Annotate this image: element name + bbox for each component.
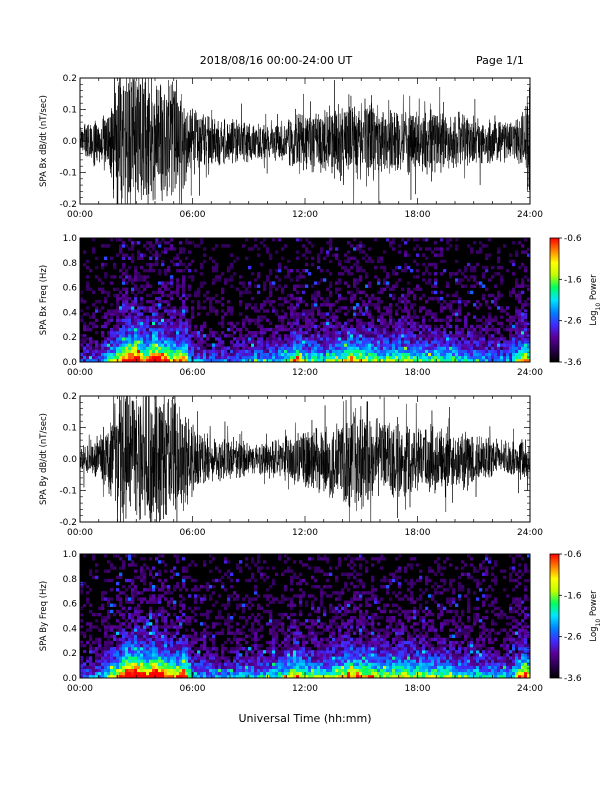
y-tick-label: -0.2	[59, 200, 77, 210]
panel-3: 00:00 06:00 12:00 18:00 24:00 0.2 0.1 0.0 -0.1 -0…	[39, 392, 543, 538]
y-tick-label: 0.4	[63, 308, 78, 318]
colorbar-scale	[549, 553, 560, 679]
colorbar-tick-label: -0.6	[564, 550, 582, 560]
colorbar: -0.6 -1.6 -2.6 -3.6 Log10 Power	[549, 550, 602, 684]
y-tick-label: 0.1	[63, 106, 77, 116]
y-tick-label: 0.8	[63, 259, 78, 269]
y-tick-label: 0.8	[63, 575, 78, 585]
x-tick-label: 12:00	[292, 528, 318, 538]
colorbar-tick-label: -3.6	[564, 674, 582, 684]
x-tick-label: 06:00	[180, 210, 206, 220]
y-tick-label: 0.2	[63, 333, 77, 343]
x-tick-label: 18:00	[405, 684, 431, 694]
y-axis-label: SPA By Freq (Hz)	[39, 581, 49, 651]
colorbar-tick-label: -1.6	[564, 275, 582, 285]
axes: 00:00 06:00 12:00 18:00 24:00 0.2 0.1 0.0 -0.1 -0…	[59, 392, 543, 538]
spectrogram-cells	[80, 554, 530, 678]
axes: 00:00 06:00 12:00 18:00 24:00 1.0 0.8 0.6 0.4 0.2…	[63, 234, 544, 378]
axes: 00:00 06:00 12:00 18:00 24:00 0.2 0.1 0.0 -0.1 -0…	[59, 74, 543, 220]
colorbar-tick-label: -1.6	[564, 591, 582, 601]
y-tick-label: 0.0	[63, 455, 78, 465]
colorbar-tick-label: -2.6	[564, 633, 582, 643]
y-tick-label: 0.0	[63, 358, 78, 368]
panel-2: -0.6 -1.6 -2.6 -3.6 Log10 Power 00:00 06:00 12:…	[39, 234, 602, 378]
x-tick-label: 24:00	[517, 528, 543, 538]
y-tick-label: 1.0	[63, 234, 78, 244]
y-tick-label: 0.0	[63, 674, 78, 684]
x-tick-label: 18:00	[405, 528, 431, 538]
x-tick-label: 18:00	[405, 210, 431, 220]
dbdt-trace	[80, 78, 530, 204]
colorbar-scale	[549, 237, 560, 363]
colorbar-tick-label: -0.6	[564, 234, 582, 244]
y-tick-label: 0.6	[63, 600, 78, 610]
y-tick-label: 0.0	[63, 137, 78, 147]
x-tick-label: 00:00	[67, 528, 93, 538]
x-tick-label: 24:00	[517, 210, 543, 220]
colorbar: -0.6 -1.6 -2.6 -3.6 Log10 Power	[549, 234, 602, 368]
plot-area	[80, 78, 530, 204]
y-tick-label: -0.2	[59, 518, 77, 528]
spectrogram-cells	[80, 238, 530, 362]
colorbar-tick-label: -3.6	[564, 358, 582, 368]
x-tick-label: 00:00	[67, 368, 93, 378]
x-axis-label: Universal Time (hh:mm)	[239, 712, 372, 725]
x-tick-label: 24:00	[517, 684, 543, 694]
colorbar-tick-label: -2.6	[564, 317, 582, 327]
y-tick-label: 0.2	[63, 392, 77, 402]
plot-area	[80, 554, 530, 678]
y-tick-label: 0.2	[63, 74, 77, 84]
x-tick-label: 06:00	[180, 684, 206, 694]
page-indicator: Page 1/1	[476, 54, 524, 67]
y-tick-label: 0.6	[63, 284, 78, 294]
x-tick-label: 24:00	[517, 368, 543, 378]
x-tick-label: 00:00	[67, 684, 93, 694]
x-tick-label: 06:00	[180, 368, 206, 378]
x-tick-label: 06:00	[180, 528, 206, 538]
colorbar-label: Log10 Power	[589, 590, 602, 642]
y-tick-label: 0.2	[63, 649, 77, 659]
figure-title: 2018/08/16 00:00-24:00 UT	[200, 54, 353, 67]
y-axis-label: SPA Bx dB/dt (nT/sec)	[39, 95, 49, 187]
dbdt-trace	[80, 396, 530, 522]
panels: 00:00 06:00 12:00 18:00 24:00 0.2 0.1 0.0 -0.1 -0…	[39, 74, 602, 694]
x-tick-label: 12:00	[292, 210, 318, 220]
x-tick-label: 00:00	[67, 210, 93, 220]
y-tick-label: 1.0	[63, 550, 78, 560]
y-tick-label: 0.1	[63, 424, 77, 434]
x-tick-label: 18:00	[405, 368, 431, 378]
panel-4: -0.6 -1.6 -2.6 -3.6 Log10 Power 00:00 06:00 12:…	[39, 550, 602, 694]
plot-area	[80, 238, 530, 362]
y-axis-label: SPA By dB/dt (nT/sec)	[39, 413, 49, 505]
plot-area	[80, 396, 530, 522]
y-axis-label: SPA Bx Freq (Hz)	[39, 265, 49, 335]
x-tick-label: 12:00	[292, 368, 318, 378]
y-tick-label: 0.4	[63, 624, 78, 634]
axes: 00:00 06:00 12:00 18:00 24:00 1.0 0.8 0.6 0.4 0.2…	[63, 550, 544, 694]
colorbar-label: Log10 Power	[589, 274, 602, 326]
y-tick-label: -0.1	[59, 487, 77, 497]
y-tick-label: -0.1	[59, 169, 77, 179]
panel-1: 00:00 06:00 12:00 18:00 24:00 0.2 0.1 0.0 -0.1 -0…	[39, 74, 543, 220]
x-tick-label: 12:00	[292, 684, 318, 694]
